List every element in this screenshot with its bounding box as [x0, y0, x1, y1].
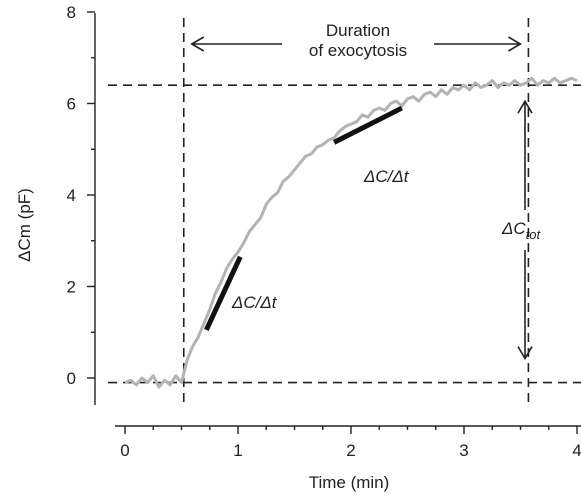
total-capacitance-sub: tot: [526, 227, 542, 242]
total-arrowhead-down: [517, 346, 533, 361]
slope-label-2: ΔC/Δt: [363, 167, 410, 186]
slope-label-1: ΔC/Δt: [231, 293, 278, 312]
axes: 0 2 4 6 8 0 1 2 3 4: [67, 3, 581, 460]
total-capacitance-main: ΔC: [501, 219, 526, 238]
x-tick-label-4: 4: [572, 441, 581, 460]
slope-segment-2: [332, 105, 403, 145]
duration-arrowhead-left: [190, 36, 205, 52]
y-tick-label-4: 4: [67, 186, 76, 205]
x-tick-label-2: 2: [346, 441, 355, 460]
y-tick-label-2: 2: [67, 278, 76, 297]
y-tick-label-8: 8: [67, 3, 76, 22]
duration-label-line1: Duration: [326, 21, 390, 40]
annotation-arrows: [190, 36, 533, 361]
y-tick-label-6: 6: [67, 95, 76, 114]
y-tick-label-0: 0: [67, 369, 76, 388]
total-arrowhead-up: [517, 99, 533, 114]
slope-segment-1: [204, 255, 243, 332]
duration-arrowhead-right: [508, 36, 522, 52]
x-tick-label-1: 1: [233, 441, 242, 460]
y-axis-label: ΔCm (pF): [15, 188, 34, 262]
duration-label-line2: of exocytosis: [309, 41, 407, 60]
x-tick-label-0: 0: [120, 441, 129, 460]
x-axis-label: Time (min): [309, 473, 390, 492]
slope-segments: [204, 105, 403, 332]
capacitance-trace: [124, 76, 578, 389]
total-capacitance-label: ΔCtot: [501, 219, 542, 242]
x-tick-label-3: 3: [459, 441, 468, 460]
guide-lines: [108, 18, 581, 405]
